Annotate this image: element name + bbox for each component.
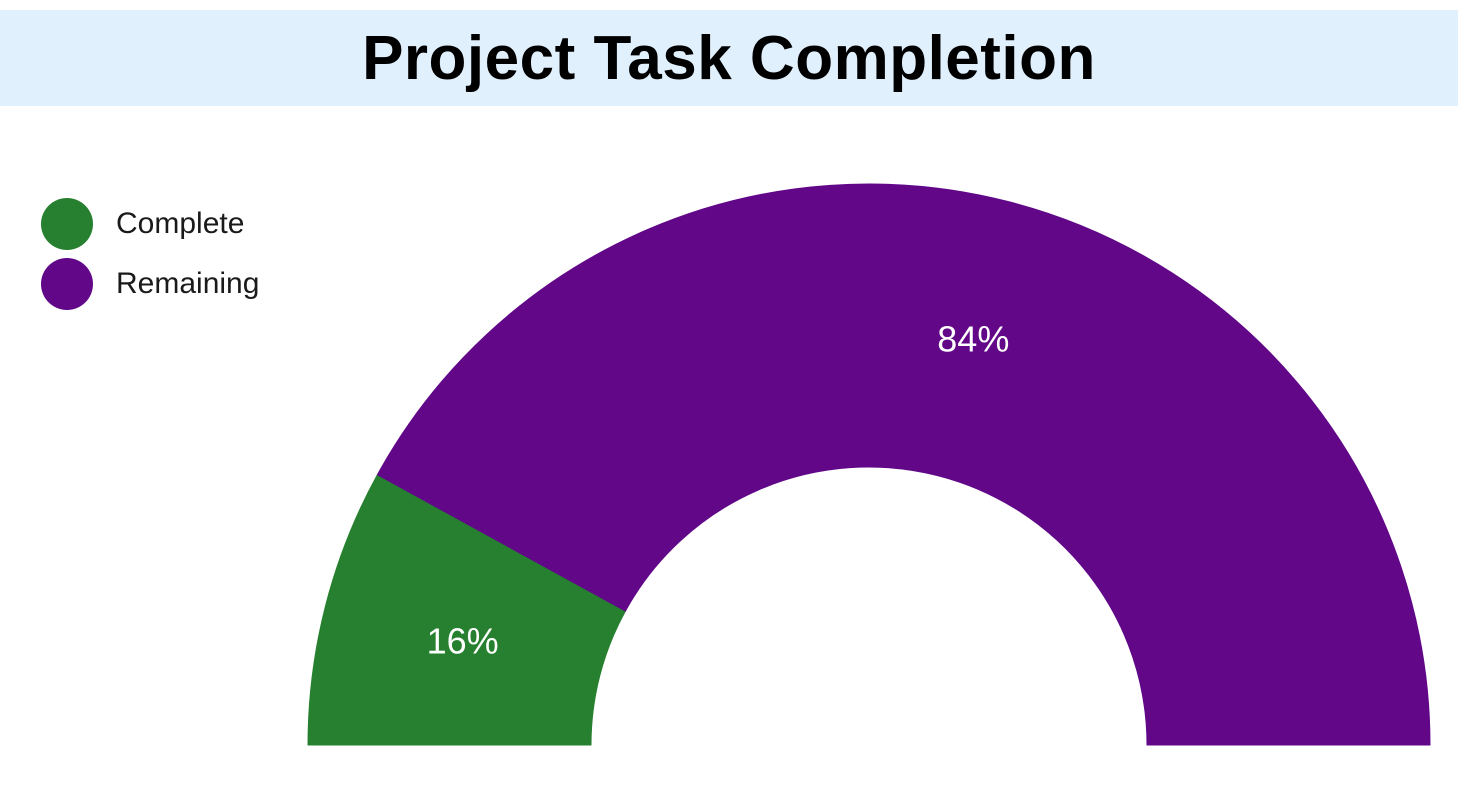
slice-label-complete: 16%: [427, 621, 499, 662]
slice-label-remaining: 84%: [937, 319, 1009, 360]
legend-swatch-complete: [41, 198, 93, 250]
legend-label-remaining: Remaining: [116, 267, 260, 300]
chart-title: Project Task Completion: [362, 23, 1096, 93]
chart-slices: [307, 183, 1431, 746]
legend-swatch-remaining: [41, 258, 93, 310]
legend-item-complete[interactable]: Complete: [41, 198, 259, 250]
slice-remaining[interactable]: [376, 183, 1431, 746]
legend-label-complete: Complete: [116, 207, 245, 240]
title-bar: Project Task Completion: [0, 10, 1458, 106]
chart-slice-labels: 16% 84%: [427, 319, 1010, 662]
legend-item-remaining[interactable]: Remaining: [41, 258, 259, 310]
legend: Complete Remaining: [41, 198, 259, 318]
